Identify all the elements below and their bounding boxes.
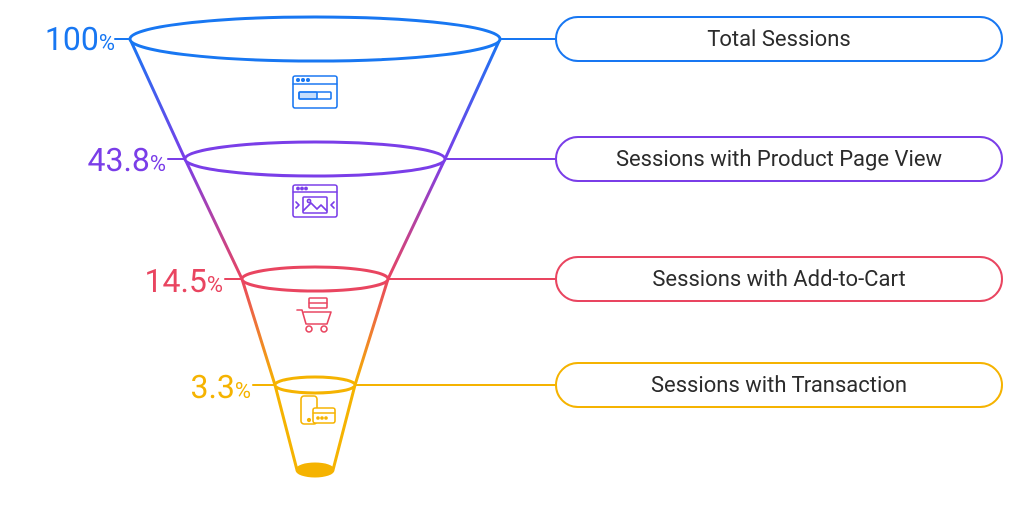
percent-unit: %: [99, 31, 115, 56]
funnel-diagram: 100% Total Sessions 43.8% Sessions with Pro…: [0, 0, 1024, 505]
percent-value: 14.5: [144, 262, 206, 300]
percent-value: 3.3: [190, 368, 234, 406]
percent-txn: 3.3%: [146, 368, 251, 406]
stage-pill-label: Sessions with Product Page View: [616, 147, 942, 172]
percent-cart: 14.5%: [98, 262, 223, 300]
cart-icon: [297, 298, 331, 332]
percent-total: 100%: [10, 20, 115, 58]
percent-value: 100: [45, 20, 99, 58]
percent-unit: %: [235, 379, 251, 404]
image-page-icon: [293, 185, 337, 217]
funnel-svg: [0, 0, 1024, 505]
stage-pill-label: Total Sessions: [707, 27, 850, 52]
percent-pdp: 43.8%: [41, 141, 166, 179]
stage-pill-pdp: Sessions with Product Page View: [555, 136, 1003, 182]
browser-icon: [293, 76, 337, 108]
percent-unit: %: [150, 152, 166, 177]
percent-value: 43.8: [87, 141, 149, 179]
stage-pill-total: Total Sessions: [555, 16, 1003, 62]
percent-unit: %: [207, 273, 223, 298]
stage-pill-txn: Sessions with Transaction: [555, 362, 1003, 408]
stage-pill-cart: Sessions with Add-to-Cart: [555, 256, 1003, 302]
stage-pill-label: Sessions with Transaction: [651, 373, 907, 398]
payment-icon: [301, 396, 335, 424]
stage-pill-label: Sessions with Add-to-Cart: [652, 267, 905, 292]
